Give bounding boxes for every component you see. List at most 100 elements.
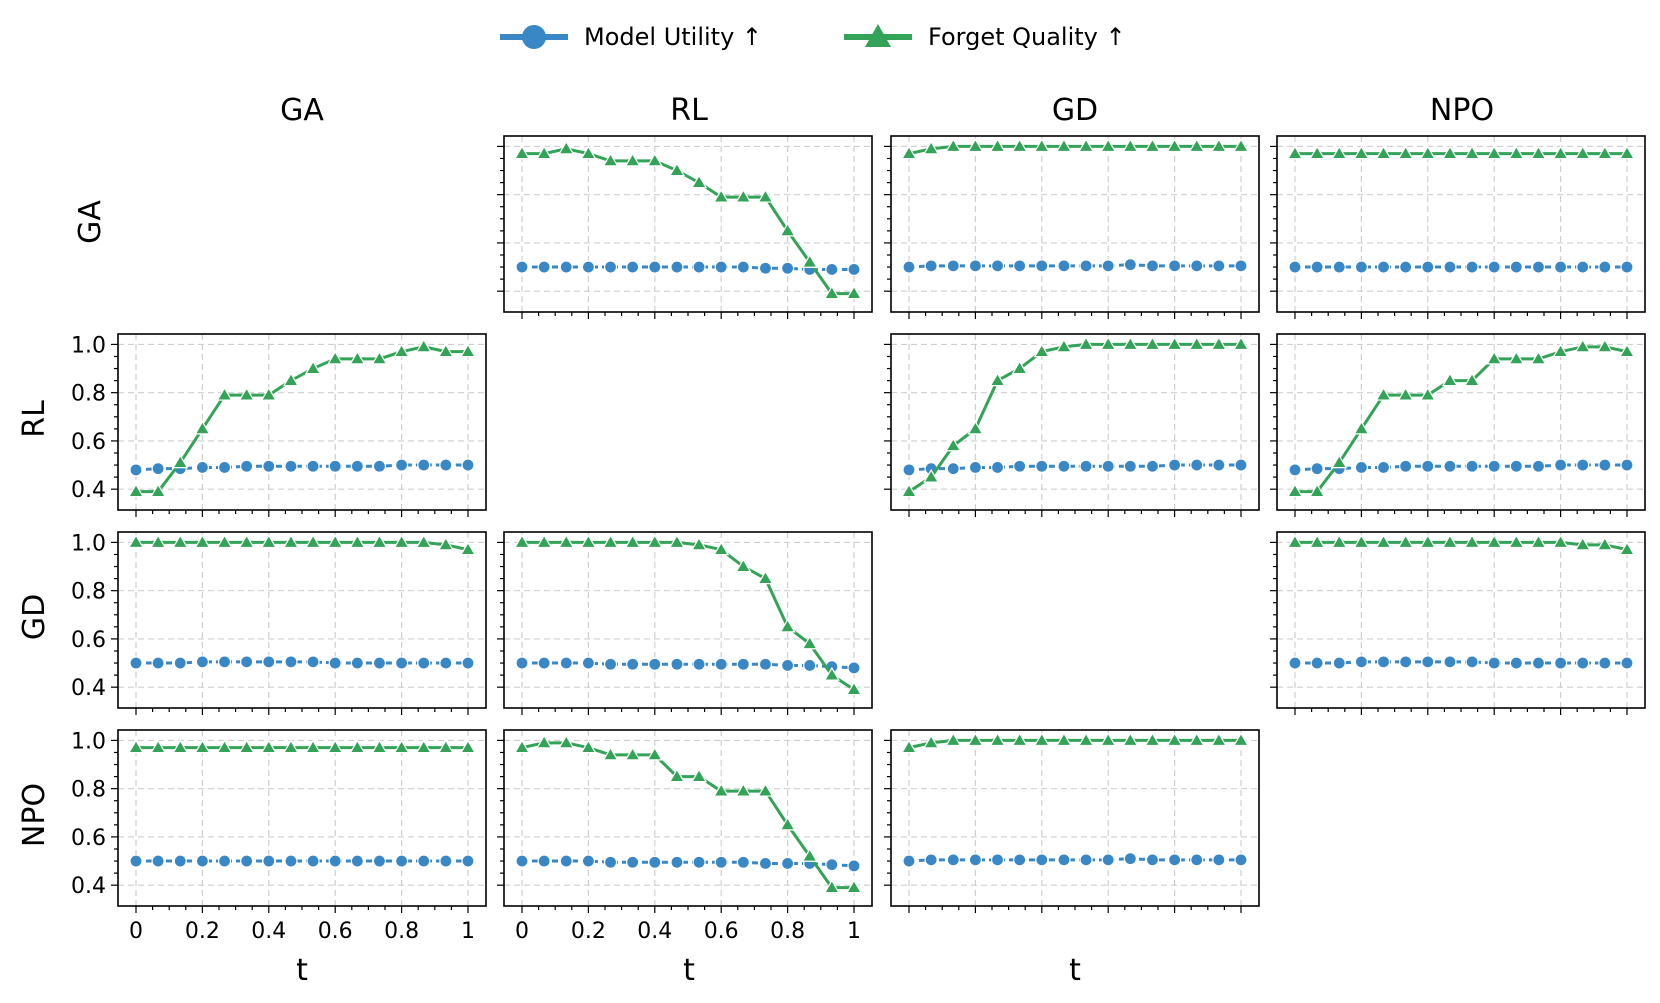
point-model-utility xyxy=(1310,462,1324,476)
point-model-utility xyxy=(395,656,409,670)
y-tick-label: 0.4 xyxy=(71,676,106,701)
point-forget-quality xyxy=(735,782,752,797)
panel-npo-rl: 0 0.2 0.4 0.6 0.8 1 xyxy=(497,729,873,944)
point-forget-quality xyxy=(1419,386,1436,401)
point-model-utility xyxy=(758,856,773,871)
point-forget-quality xyxy=(172,534,189,549)
point-model-utility xyxy=(626,855,640,869)
point-forget-quality xyxy=(558,140,575,155)
point-model-utility xyxy=(780,856,795,871)
point-forget-quality xyxy=(989,138,1006,153)
point-forget-quality xyxy=(1508,145,1525,160)
point-model-utility xyxy=(1465,459,1479,473)
point-model-utility xyxy=(758,657,773,671)
point-model-utility xyxy=(1399,260,1413,274)
point-model-utility xyxy=(1310,260,1324,274)
series-line-forget-quality xyxy=(522,147,854,296)
point-model-utility xyxy=(968,259,983,273)
point-model-utility xyxy=(902,260,916,274)
point-forget-quality xyxy=(1188,138,1205,153)
point-model-utility xyxy=(306,854,320,868)
point-forget-quality xyxy=(1375,534,1392,549)
point-model-utility xyxy=(1288,463,1302,477)
point-forget-quality xyxy=(646,534,663,549)
point-forget-quality xyxy=(437,343,454,358)
point-model-utility xyxy=(946,462,960,476)
point-forget-quality xyxy=(282,534,299,549)
point-forget-quality xyxy=(1210,336,1227,351)
point-model-utility xyxy=(1421,655,1435,669)
point-forget-quality xyxy=(1574,338,1591,353)
point-forget-quality xyxy=(757,570,774,585)
point-forget-quality xyxy=(967,732,984,747)
panel-frame xyxy=(117,531,487,709)
point-forget-quality xyxy=(1011,360,1028,375)
point-forget-quality xyxy=(513,739,531,754)
panel-gd-ga: 0.4 0.6 0.8 1.0 xyxy=(71,531,487,715)
point-forget-quality xyxy=(1574,145,1591,160)
point-forget-quality xyxy=(602,534,619,549)
point-forget-quality xyxy=(845,879,863,894)
panel-frame xyxy=(503,531,873,709)
point-model-utility xyxy=(1487,260,1501,274)
point-model-utility xyxy=(847,262,861,277)
point-model-utility xyxy=(1620,260,1634,274)
point-model-utility xyxy=(1332,656,1346,670)
point-forget-quality xyxy=(238,739,255,754)
point-forget-quality xyxy=(757,782,774,797)
point-forget-quality xyxy=(172,739,189,754)
point-model-utility xyxy=(1354,460,1369,475)
point-model-utility xyxy=(1101,259,1115,273)
point-model-utility xyxy=(946,853,960,867)
point-forget-quality xyxy=(127,739,145,754)
point-forget-quality xyxy=(1419,534,1436,549)
panels: 0.4 0.6 0.8 1.0 0.4 0.6 0.8 1.0 0.4 0.6 0.8 1.0 0 0.2… xyxy=(71,135,1646,944)
column-title-ga: GA xyxy=(280,93,324,128)
point-forget-quality xyxy=(1286,145,1304,160)
x-tick-label: 0.2 xyxy=(185,919,220,944)
series-line-model-utility xyxy=(1294,463,1627,472)
point-model-utility xyxy=(1145,853,1160,867)
x-tick-label: 0.8 xyxy=(770,919,805,944)
point-model-utility xyxy=(537,656,551,670)
point-model-utility xyxy=(714,260,728,274)
point-model-utility xyxy=(1399,655,1413,669)
point-forget-quality xyxy=(1618,145,1636,160)
point-model-utility xyxy=(262,459,276,473)
panel-rl-ga: 0.4 0.6 0.8 1.0 xyxy=(71,333,487,517)
panel-frame xyxy=(1276,333,1646,511)
x-axis-label-ga: t xyxy=(296,953,308,988)
point-model-utility xyxy=(439,656,453,670)
point-model-utility xyxy=(515,854,529,868)
point-forget-quality xyxy=(1144,732,1161,747)
panel-rl-gd xyxy=(884,333,1260,517)
point-model-utility xyxy=(902,463,916,477)
point-model-utility xyxy=(240,854,254,868)
series-line-forget-quality xyxy=(522,540,855,691)
point-forget-quality xyxy=(327,739,344,754)
point-model-utility xyxy=(1421,260,1435,274)
point-model-utility xyxy=(284,655,298,669)
point-model-utility xyxy=(1123,258,1137,272)
point-model-utility xyxy=(736,855,750,869)
point-model-utility xyxy=(968,853,983,867)
series-line-model-utility xyxy=(908,463,1241,472)
series-line-forget-quality xyxy=(521,741,854,890)
point-forget-quality xyxy=(900,145,918,160)
point-forget-quality xyxy=(602,746,619,761)
point-forget-quality xyxy=(1486,534,1503,549)
legend: Model Utility ↑ Forget Quality ↑ xyxy=(500,23,1126,51)
series-line-forget-quality xyxy=(1295,540,1628,552)
point-forget-quality xyxy=(691,536,708,551)
panel-frame xyxy=(890,333,1260,511)
y-tick-label: 1.0 xyxy=(71,531,106,556)
point-forget-quality xyxy=(238,534,255,549)
point-forget-quality xyxy=(1574,536,1591,551)
point-forget-quality xyxy=(923,734,940,749)
point-forget-quality xyxy=(945,437,962,452)
x-tick-label: 0.2 xyxy=(571,919,606,944)
point-model-utility xyxy=(1145,259,1160,273)
point-forget-quality xyxy=(646,152,663,167)
point-model-utility xyxy=(1443,655,1457,669)
point-forget-quality xyxy=(150,534,167,549)
